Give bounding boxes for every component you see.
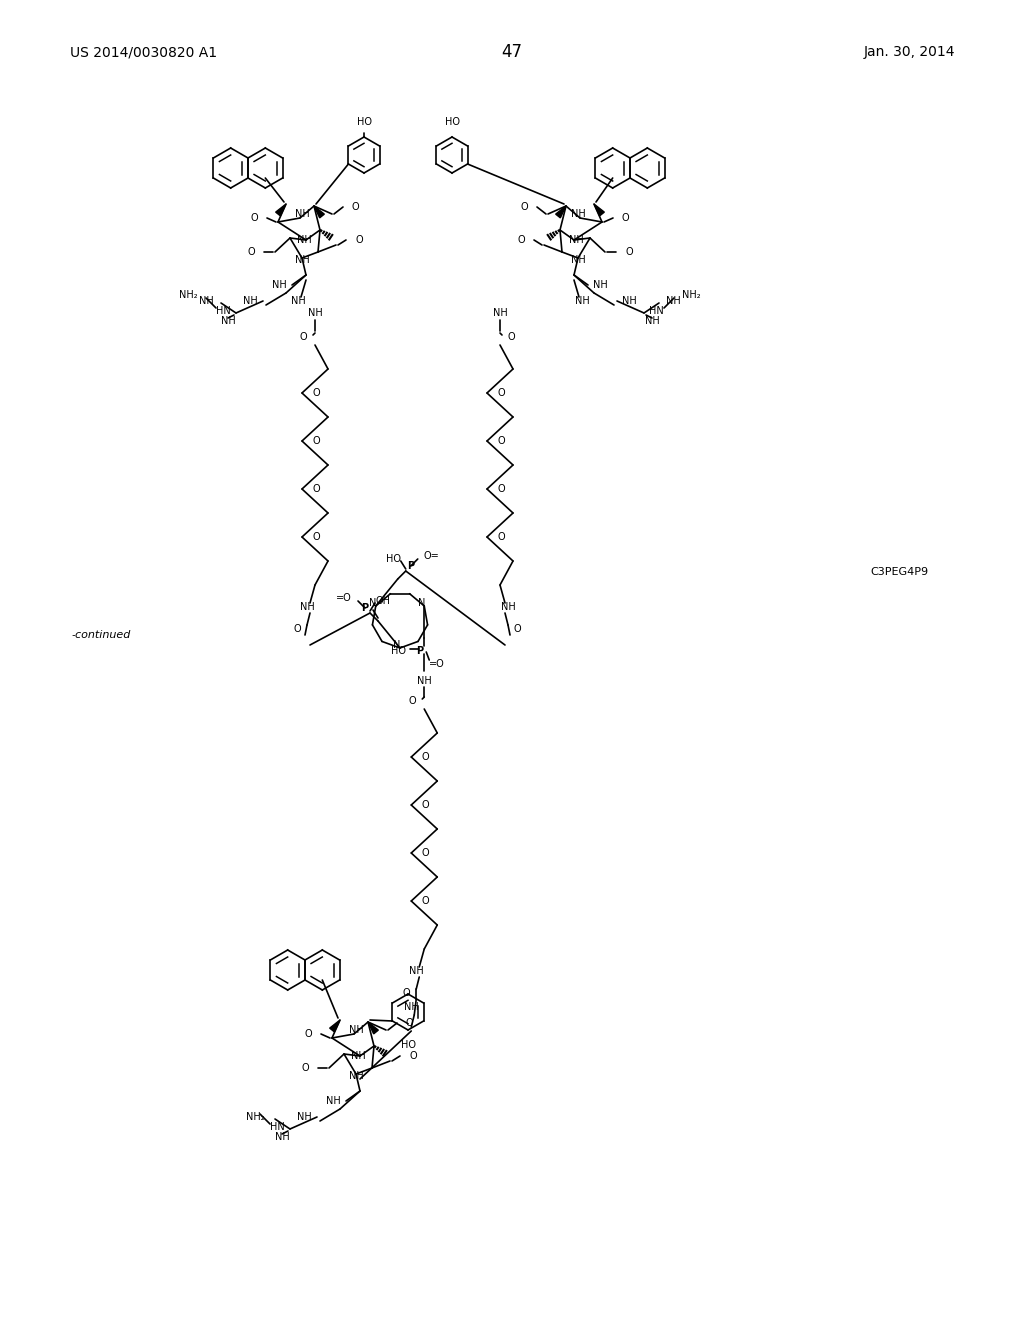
Text: O: O [312,532,319,543]
Polygon shape [594,205,604,216]
Text: NH: NH [327,1096,341,1106]
Text: NH: NH [220,315,236,326]
Text: N: N [393,640,400,649]
Text: OH: OH [375,597,390,606]
Text: C3PEG4P9: C3PEG4P9 [870,568,928,577]
Text: O: O [514,624,521,634]
Text: O: O [422,800,429,810]
Text: HO: HO [356,117,372,127]
Text: NH: NH [295,209,309,219]
Text: O: O [520,202,528,213]
Polygon shape [556,206,566,218]
Text: O: O [498,388,505,399]
Text: HO: HO [400,1040,416,1049]
Text: NH: NH [348,1026,364,1035]
Text: NH: NH [291,296,305,306]
Text: N: N [418,598,425,609]
Text: NH: NH [568,235,584,246]
Text: NH: NH [493,308,507,318]
Text: O: O [301,1063,309,1073]
Text: O: O [422,896,429,906]
Text: NH₂: NH₂ [682,290,700,300]
Text: HO: HO [391,645,407,656]
Text: NH: NH [403,1002,419,1012]
Text: HN: HN [216,306,231,315]
Text: O: O [251,213,258,223]
Text: NH: NH [645,315,659,326]
Polygon shape [368,1022,378,1034]
Text: NH: NH [274,1133,290,1142]
Text: NH: NH [297,1111,312,1122]
Text: O: O [508,333,516,342]
Polygon shape [330,1020,340,1032]
Text: O: O [299,333,307,342]
Text: O: O [498,436,505,446]
Text: O=: O= [424,550,439,561]
Text: P: P [408,561,415,572]
Text: NH: NH [300,602,314,612]
Text: NH: NH [297,235,311,246]
Text: NH: NH [574,296,590,306]
Text: NH: NH [501,602,515,612]
Text: NH: NH [570,209,586,219]
Text: O: O [312,388,319,399]
Text: O: O [293,624,301,634]
Text: NH: NH [409,966,424,975]
Text: NH: NH [244,296,258,306]
Text: NH: NH [272,280,287,290]
Text: O: O [304,1030,312,1039]
Text: NH: NH [666,296,681,306]
Text: O: O [312,484,319,494]
Polygon shape [275,205,286,216]
Text: Jan. 30, 2014: Jan. 30, 2014 [863,45,955,59]
Text: P: P [416,645,423,656]
Text: O: O [498,532,505,543]
Text: NH: NH [417,676,432,686]
Text: NH: NH [307,308,323,318]
Text: NH₂: NH₂ [247,1111,265,1122]
Text: HO: HO [386,554,400,564]
Text: O: O [422,752,429,762]
Text: =O: =O [429,659,445,669]
Text: NH: NH [570,255,586,265]
Text: O: O [248,247,255,257]
Text: NH: NH [350,1051,366,1061]
Text: O: O [352,202,359,213]
Text: 47: 47 [502,44,522,61]
Text: HN: HN [649,306,664,315]
Text: -continued: -continued [72,630,131,640]
Text: N: N [369,598,377,609]
Text: NH₂: NH₂ [179,290,198,300]
Polygon shape [314,206,325,218]
Text: O: O [312,436,319,446]
Text: O: O [422,847,429,858]
Text: NH: NH [348,1071,364,1081]
Text: NH: NH [622,296,637,306]
Text: O: O [625,247,633,257]
Text: P: P [361,603,369,612]
Text: NH: NH [200,296,214,306]
Text: O: O [406,1018,414,1028]
Text: HO: HO [444,117,460,127]
Text: HN: HN [270,1122,285,1133]
Text: O: O [402,987,411,998]
Text: O: O [355,235,362,246]
Text: O: O [498,484,505,494]
Text: O: O [517,235,525,246]
Text: O: O [409,696,416,706]
Text: US 2014/0030820 A1: US 2014/0030820 A1 [70,45,217,59]
Text: =O: =O [336,593,352,603]
Text: O: O [622,213,630,223]
Text: NH: NH [593,280,608,290]
Text: NH: NH [295,255,309,265]
Text: O: O [409,1051,417,1061]
